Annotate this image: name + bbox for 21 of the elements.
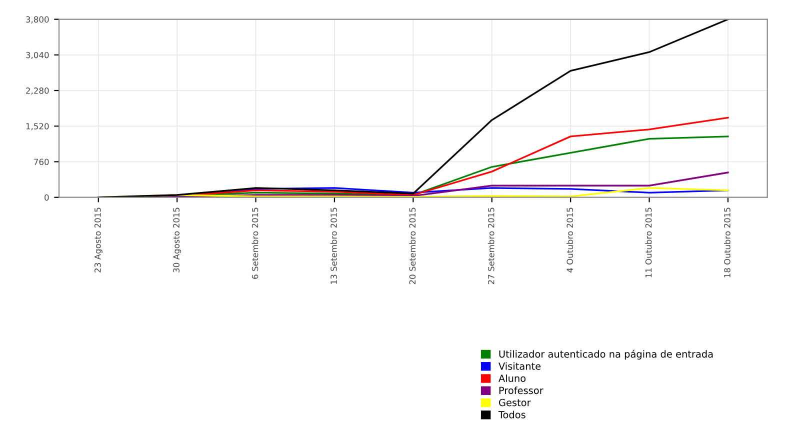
x-tick-label: 20 Setembro 2015 bbox=[409, 208, 416, 284]
y-tick-label: 3,800 bbox=[26, 16, 49, 24]
x-tick-label: 27 Setembro 2015 bbox=[488, 208, 494, 284]
x-tick-label: 30 Agosto 2015 bbox=[173, 208, 182, 272]
x-tick-label: 23 Agosto 2015 bbox=[94, 208, 102, 272]
x-tick-label: 4 Outubro 2015 bbox=[566, 208, 573, 272]
x-tick-label: 6 Setembro 2015 bbox=[252, 208, 258, 279]
legend-label: Gestor bbox=[498, 398, 531, 406]
y-tick-label: 0 bbox=[44, 194, 49, 201]
legend-label: Visitante bbox=[498, 362, 541, 370]
x-tick-label: 13 Setembro 2015 bbox=[330, 208, 337, 284]
x-tick-label: 11 Outubro 2015 bbox=[645, 208, 652, 278]
y-tick-label: 3,040 bbox=[26, 52, 49, 60]
legend-label: Aluno bbox=[498, 374, 526, 382]
y-tick-label: 760 bbox=[34, 158, 49, 166]
legend-label: Todos bbox=[498, 410, 526, 418]
legend-label: Utilizador autenticado na página de entrada bbox=[499, 350, 713, 360]
y-tick-label: 1,520 bbox=[26, 123, 49, 130]
legend-label: Professor bbox=[499, 386, 544, 394]
x-tick-label: 18 Outubro 2015 bbox=[724, 208, 730, 278]
y-tick-label: 2,280 bbox=[26, 88, 49, 95]
